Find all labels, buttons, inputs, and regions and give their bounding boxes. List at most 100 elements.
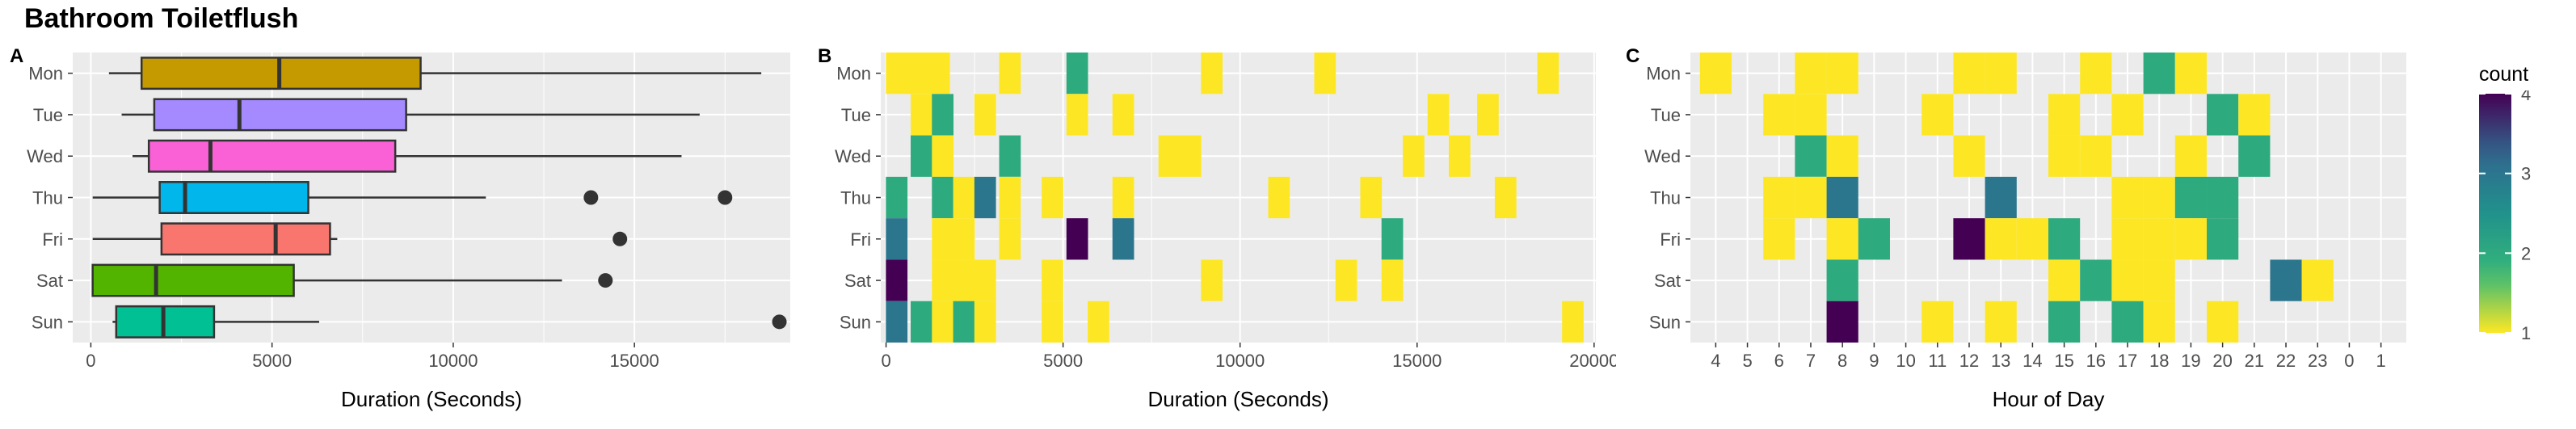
heat-cell-sun — [2048, 301, 2081, 343]
outlier-thu — [583, 190, 599, 205]
heat-cell-thu — [2143, 176, 2175, 219]
heat-cell-thu — [1112, 176, 1134, 219]
heat-cell-mon — [1699, 53, 1732, 95]
colorbar-tick-label: 4 — [2521, 90, 2531, 104]
b-x-tick-label: 0 — [881, 351, 890, 371]
heat-cell-fri — [999, 218, 1021, 260]
heat-cell-thu — [999, 176, 1021, 219]
heat-cell-sun — [1921, 301, 1954, 343]
b-day-label-fri: Fri — [850, 229, 871, 250]
heat-cell-sun — [1088, 301, 1109, 343]
a-day-label-wed: Wed — [27, 146, 63, 166]
heat-cell-fri — [1858, 218, 1890, 260]
a-x-tick-label: 5000 — [252, 351, 292, 371]
heat-cell-mon — [2080, 53, 2112, 95]
heat-cell-wed — [932, 135, 954, 177]
b-day-label-sun: Sun — [840, 312, 871, 332]
heat-cell-fri — [1112, 218, 1134, 260]
heat-cell-tue — [1477, 94, 1499, 136]
heat-cell-mon — [886, 53, 908, 95]
heat-cell-mon — [1953, 53, 1985, 95]
heat-cell-fri — [2048, 218, 2081, 260]
heat-cell-mon — [1066, 53, 1088, 95]
boxplot-chart: Mon Tue Wed Thu Fri Sat Sun Duration (Seconds) 0… — [27, 53, 790, 411]
heat-cell-sun — [1042, 301, 1063, 343]
heat-cell-wed — [2238, 135, 2271, 177]
heat-cell-mon — [1201, 53, 1223, 95]
heat-cell-wed — [1795, 135, 1827, 177]
c-x-tick-label: 16 — [2086, 351, 2106, 371]
heat-cell-thu — [953, 176, 975, 219]
c-x-tick-label: 12 — [1959, 351, 1979, 371]
c-x-tick-label: 9 — [1869, 351, 1879, 371]
panel-label-a: A — [10, 45, 24, 67]
heat-cell-thu — [1985, 176, 2017, 219]
c-x-tick-label: 5 — [1742, 351, 1752, 371]
b-day-label-sat: Sat — [844, 271, 871, 291]
c-day-label-mon: Mon — [1646, 64, 1681, 84]
c-x-axis-title: Hour of Day — [1993, 387, 2105, 411]
heat-cell-sat — [2143, 259, 2175, 301]
heat-cell-wed — [1826, 135, 1858, 177]
box-fri — [160, 222, 331, 256]
heat-cell-tue — [1112, 94, 1134, 136]
b-day-label-thu: Thu — [840, 188, 871, 208]
heat-cell-sun — [886, 301, 908, 343]
heat-cell-sat — [974, 259, 996, 301]
heat-cell-tue — [1921, 94, 1954, 136]
heat-cell-tue — [2238, 94, 2271, 136]
b-x-tick-label: 15000 — [1392, 351, 1442, 371]
c-x-tick-label: 0 — [2344, 351, 2354, 371]
c-x-tick-label: 13 — [1991, 351, 2010, 371]
count-legend: 1 2 3 4 — [2479, 90, 2531, 343]
c-x-tick-label: 17 — [2118, 351, 2137, 371]
panel-label-b: B — [818, 45, 832, 67]
heat-cell-sat — [1201, 259, 1223, 301]
heat-cell-thu — [2111, 176, 2144, 219]
colorbar-tick-label: 3 — [2521, 164, 2531, 184]
a-x-tick-label: 15000 — [610, 351, 659, 371]
heat-cell-fri — [2143, 218, 2175, 260]
heat-cell-tue — [974, 94, 996, 136]
heat-cell-sat — [886, 259, 908, 301]
heat-cell-wed — [1448, 135, 1471, 177]
heat-cell-fri — [932, 218, 954, 260]
heat-cell-tue — [1795, 94, 1827, 136]
heat-cell-sat — [1042, 259, 1063, 301]
box-sat — [91, 263, 295, 297]
heat-cell-wed — [2048, 135, 2081, 177]
c-x-tick-label: 11 — [1928, 351, 1947, 371]
heat-cell-sat — [1335, 259, 1357, 301]
duration-heatmap: Mon Tue Wed Thu Fri Sat Sun Duration (Seconds) 0… — [835, 53, 1616, 411]
heat-cell-thu — [1494, 176, 1517, 219]
heat-cell-wed — [1953, 135, 1985, 177]
heat-cell-fri — [1826, 218, 1858, 260]
heat-cell-tue — [2207, 94, 2239, 136]
heat-cell-sat — [2301, 259, 2334, 301]
heat-cell-fri — [1066, 218, 1088, 260]
outlier-thu — [718, 190, 733, 205]
c-x-tick-label: 8 — [1837, 351, 1847, 371]
b-day-label-mon: Mon — [836, 64, 871, 84]
heat-cell-tue — [932, 94, 954, 136]
heat-cell-wed — [1403, 135, 1425, 177]
c-x-tick-label: 10 — [1896, 351, 1915, 371]
colorbar-tick-label: 1 — [2521, 323, 2531, 343]
heat-cell-sun — [953, 301, 975, 343]
heat-cell-wed — [999, 135, 1021, 177]
heat-cell-sun — [2111, 301, 2144, 343]
figure-title: Bathroom Toiletflush — [24, 3, 299, 34]
heat-cell-mon — [1537, 53, 1559, 95]
heat-cell-fri — [953, 218, 975, 260]
a-x-tick-label: 0 — [86, 351, 95, 371]
heat-cell-sun — [2207, 301, 2239, 343]
box-wed — [147, 139, 397, 173]
heat-cell-fri — [886, 218, 908, 260]
c-day-label-tue: Tue — [1651, 105, 1681, 125]
heat-cell-sat — [2111, 259, 2144, 301]
heat-cell-mon — [1795, 53, 1827, 95]
heat-cell-tue — [1763, 94, 1795, 136]
heat-cell-fri — [1953, 218, 1985, 260]
c-x-tick-label: 7 — [1806, 351, 1816, 371]
